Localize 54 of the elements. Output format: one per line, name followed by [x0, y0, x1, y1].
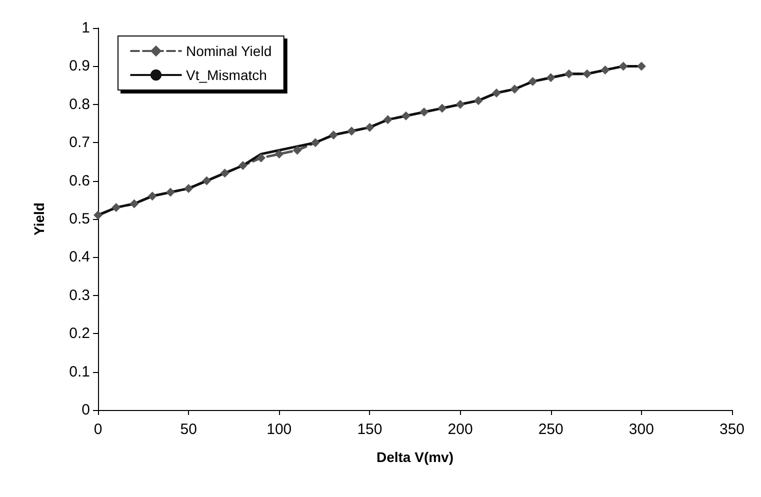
y-tick-label: 0.5 [69, 210, 90, 228]
y-tick-label: 0.3 [69, 286, 90, 304]
point [310, 138, 320, 148]
y-tick-label: 1 [82, 20, 90, 36]
y-tick-label: 0.6 [69, 172, 90, 190]
point [636, 62, 646, 71]
x-tick-label: 150 [357, 421, 382, 438]
point [582, 69, 592, 78]
point [112, 203, 121, 212]
y-axis-title: Yield [31, 202, 47, 236]
x-tick-label: 250 [538, 421, 564, 438]
y-tick-label: 0.8 [69, 96, 90, 113]
y-tick-label: 0.4 [69, 248, 90, 266]
x-tick-label: 100 [266, 421, 292, 438]
point [528, 76, 538, 86]
x-tick-label: 300 [628, 421, 654, 438]
point [256, 153, 266, 162]
x-tick-label: 200 [448, 421, 473, 438]
point [401, 111, 410, 120]
x-tick-label: 350 [719, 421, 745, 438]
point [383, 115, 392, 124]
point [474, 96, 483, 106]
point [184, 184, 194, 193]
point [618, 62, 628, 71]
point [94, 210, 102, 220]
y-tick-label: 0.2 [69, 325, 90, 342]
point [347, 126, 356, 136]
point [148, 192, 157, 201]
point [220, 168, 230, 178]
point [274, 150, 284, 159]
point [202, 176, 212, 186]
point [510, 84, 520, 94]
legend-label: Nominal Yield [186, 43, 272, 59]
y-tick-label: 0 [82, 402, 90, 418]
point [238, 161, 248, 170]
point [130, 199, 139, 208]
point [420, 108, 429, 117]
point [166, 188, 175, 197]
point [492, 88, 502, 98]
y-tick-label: 0.9 [69, 58, 90, 75]
legend-label: Vt_Mismatch [186, 67, 267, 83]
point [328, 130, 338, 140]
point [546, 73, 556, 82]
point [292, 146, 302, 155]
point [365, 122, 374, 132]
x-tick-label: 0 [94, 421, 102, 438]
x-tick-label: 50 [180, 421, 197, 438]
point [438, 104, 447, 113]
x-axis-title: Delta V(mv) [376, 449, 454, 465]
point [456, 100, 465, 109]
point [600, 66, 610, 75]
point [564, 69, 574, 78]
y-tick-label: 0.7 [69, 134, 90, 152]
y-tick-label: 0.1 [69, 363, 90, 380]
